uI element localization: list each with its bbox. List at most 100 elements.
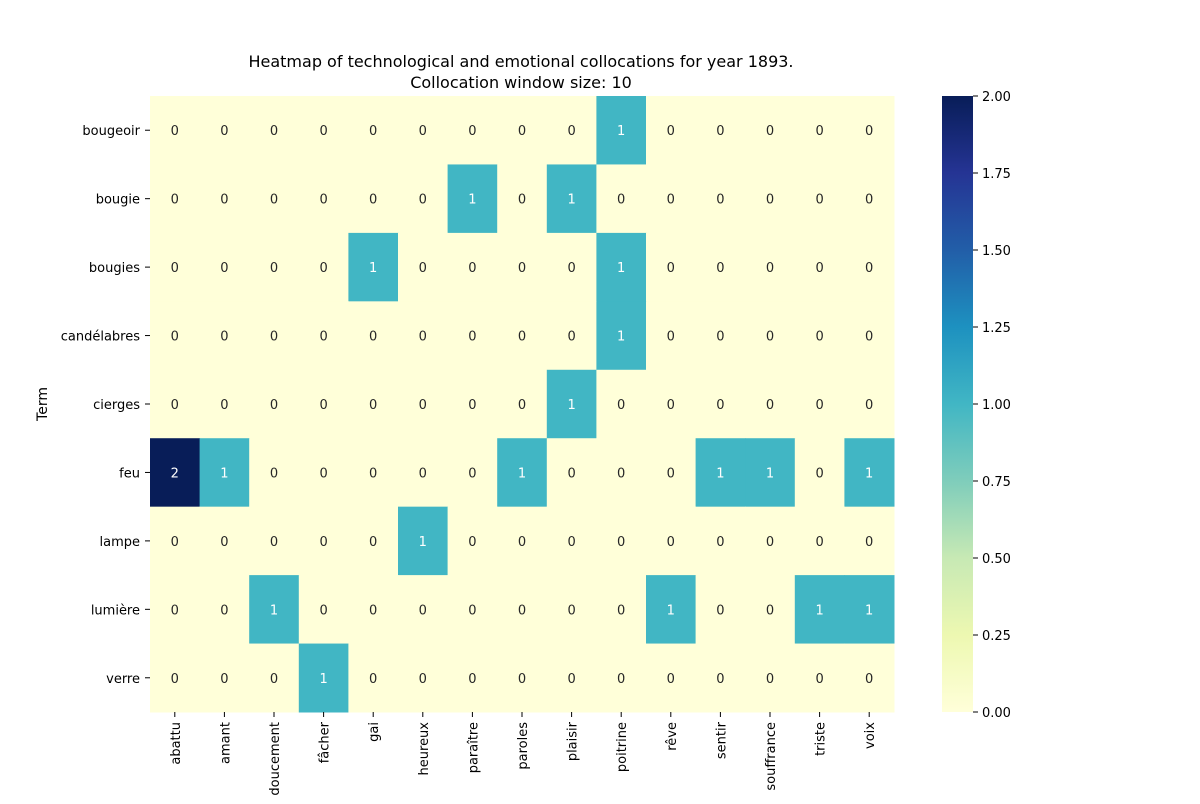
- column-tick-label: souffrance: [764, 722, 779, 791]
- cell-value-label: 0: [667, 672, 675, 687]
- heatmap-cell: [298, 643, 349, 713]
- column-tick-label: poitrine: [615, 722, 630, 772]
- heatmap-cell: [249, 506, 300, 576]
- heatmap-cell: [447, 301, 498, 371]
- cell-value-label: 0: [319, 535, 327, 550]
- heatmap-cell: [398, 301, 449, 371]
- heatmap-cell: [745, 369, 796, 439]
- heatmap-cell: [249, 575, 300, 645]
- row-tick-label: bougies: [89, 261, 140, 276]
- colorbar-tick-label: 1.00: [982, 398, 1011, 413]
- heatmap-cell: [596, 506, 647, 576]
- heatmap-cell: [497, 96, 548, 165]
- cell-value-label: 0: [419, 603, 427, 618]
- cell-value-label: 0: [667, 261, 675, 276]
- cell-value-label: 0: [270, 672, 278, 687]
- heatmap-cell: [646, 301, 697, 371]
- cell-value-label: 0: [220, 603, 228, 618]
- cell-value-label: 0: [319, 603, 327, 618]
- cell-value-label: 0: [667, 193, 675, 208]
- cell-value-label: 2: [171, 466, 179, 481]
- column-tick-label: paraître: [466, 722, 481, 773]
- cell-value-label: 0: [766, 398, 774, 413]
- cell-value-label: 0: [419, 330, 427, 345]
- heatmap-cell: [150, 96, 201, 165]
- heatmap-cell: [447, 96, 498, 165]
- heatmap-cell: [249, 232, 300, 302]
- cell-value-label: 0: [419, 398, 427, 413]
- heatmap-cell: [497, 575, 548, 645]
- heatmap-cell: [695, 232, 746, 302]
- heatmap-cell: [398, 643, 449, 713]
- chart-title: Heatmap of technological and emotional c…: [248, 52, 793, 71]
- heatmap-cells: [150, 96, 895, 713]
- heatmap-cell: [646, 164, 697, 234]
- heatmap-cell: [348, 438, 399, 508]
- cell-value-label: 0: [766, 535, 774, 550]
- heatmap-cell: [447, 232, 498, 302]
- colorbar-tick-label: 2.00: [982, 90, 1011, 105]
- heatmap-cell: [794, 438, 845, 508]
- heatmap-cell: [546, 232, 597, 302]
- heatmap-cell: [794, 643, 845, 713]
- heatmap-cell: [497, 643, 548, 713]
- cell-value-label: 0: [865, 124, 873, 139]
- heatmap-cell: [398, 575, 449, 645]
- cell-value-label: 0: [220, 535, 228, 550]
- heatmap-cell: [398, 369, 449, 439]
- cell-value-label: 0: [220, 330, 228, 345]
- cell-value-label: 0: [270, 535, 278, 550]
- heatmap-cell: [348, 164, 399, 234]
- cell-value-label: 1: [319, 672, 327, 687]
- heatmap-cell: [844, 643, 895, 713]
- heatmap-cell: [596, 164, 647, 234]
- cell-value-label: 0: [865, 535, 873, 550]
- cell-value-label: 0: [865, 261, 873, 276]
- heatmap-cell: [199, 506, 250, 576]
- cell-value-label: 0: [220, 398, 228, 413]
- heatmap-cell: [348, 232, 399, 302]
- heatmap-cell: [199, 164, 250, 234]
- cell-value-label: 0: [369, 124, 377, 139]
- heatmap-cell: [695, 96, 746, 165]
- heatmap-cell: [596, 575, 647, 645]
- heatmap-cell: [497, 301, 548, 371]
- heatmap-cell: [199, 643, 250, 713]
- cell-value-label: 1: [518, 466, 526, 481]
- heatmap-cell: [497, 438, 548, 508]
- heatmap-cell: [150, 506, 201, 576]
- cell-value-label: 0: [468, 330, 476, 345]
- cell-value-label: 0: [567, 124, 575, 139]
- heatmap-cell: [596, 369, 647, 439]
- heatmap-cell: [348, 575, 399, 645]
- cell-value-label: 1: [617, 124, 625, 139]
- cell-value-label: 0: [766, 672, 774, 687]
- column-tick-label: voix: [863, 722, 878, 749]
- heatmap-cell: [794, 164, 845, 234]
- heatmap-cell: [695, 438, 746, 508]
- heatmap-cell: [398, 164, 449, 234]
- cell-value-label: 0: [617, 466, 625, 481]
- heatmap-cell: [150, 369, 201, 439]
- cell-value-label: 0: [468, 398, 476, 413]
- heatmap-cell: [844, 232, 895, 302]
- cell-value-label: 0: [617, 672, 625, 687]
- row-tick-label: lumière: [91, 603, 140, 618]
- cell-value-label: 0: [369, 466, 377, 481]
- heatmap-cell: [398, 96, 449, 165]
- heatmap-cell: [298, 369, 349, 439]
- y-axis-label: Term: [35, 387, 51, 422]
- heatmap-cell: [794, 232, 845, 302]
- cell-value-label: 0: [468, 535, 476, 550]
- cell-value-label: 0: [667, 535, 675, 550]
- heatmap-cell: [596, 643, 647, 713]
- cell-value-label: 0: [567, 330, 575, 345]
- cell-value-label: 0: [766, 603, 774, 618]
- cell-value-label: 0: [220, 193, 228, 208]
- cell-value-label: 0: [667, 124, 675, 139]
- cell-value-label: 0: [617, 535, 625, 550]
- cell-value-label: 1: [766, 466, 774, 481]
- cell-value-label: 0: [468, 466, 476, 481]
- cell-value-label: 0: [270, 261, 278, 276]
- row-tick-label: feu: [119, 466, 140, 481]
